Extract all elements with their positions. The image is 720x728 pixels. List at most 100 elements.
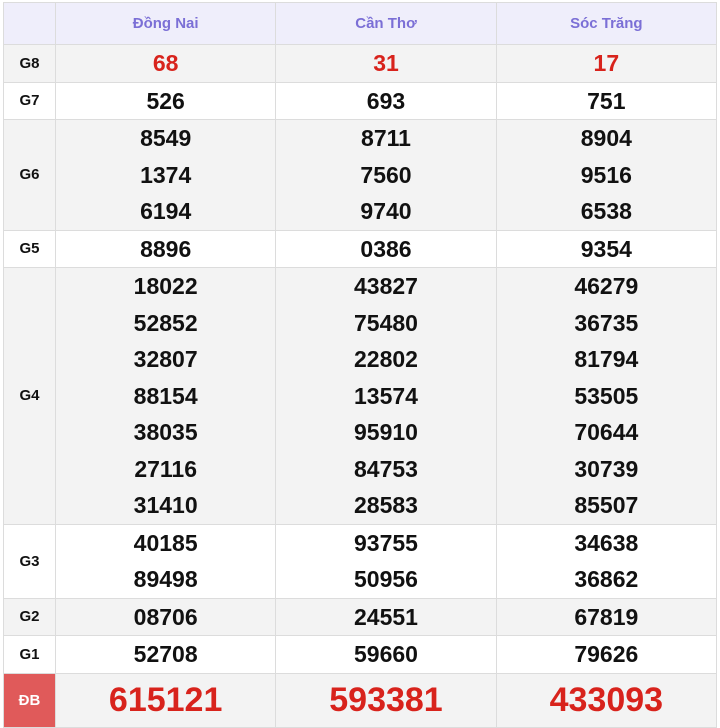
prize-number: 18022 [133,273,198,299]
prize-number: 81794 [574,346,639,372]
prize-number: 31410 [133,492,198,518]
prize-row-g2: G2 08706 24551 67819 [3,597,718,636]
prize-label: G1 [3,635,56,674]
prize-cell: 40185 89498 [54,523,277,599]
prize-number: 32807 [133,346,198,372]
prize-number: 8549 [140,125,192,151]
prize-number: 85507 [574,492,639,518]
prize-cell: 46279 36735 81794 53505 70644 30739 85507 [495,267,718,525]
prize-cell: 8904 9516 6538 [495,119,718,231]
prize-number: 0386 [360,235,412,262]
prize-cell: 59660 [275,635,497,674]
prize-number: 22802 [354,346,418,372]
prize-cell: 8896 [54,229,277,268]
prize-cell: 17 [495,44,718,83]
prize-number: 08706 [133,603,198,630]
header-row: Đồng Nai Cần Thơ Sóc Trăng [3,2,718,45]
prize-number: 59660 [354,641,418,667]
prize-number: 53505 [574,382,639,409]
prize-number: 6538 [580,198,632,224]
prize-label: G3 [3,523,56,599]
prize-cell: 43827 75480 22802 13574 95910 84753 28583 [275,267,497,525]
lottery-results-table: Đồng Nai Cần Thơ Sóc Trăng G8 68 31 17 G7 526 69… [3,2,718,728]
prize-number: 8896 [140,235,192,262]
prize-number: 79626 [574,641,639,667]
prize-number: 50956 [354,566,418,592]
prize-cell: 79626 [495,635,718,674]
prize-cell: 0386 [275,229,497,268]
prize-row-đb: ĐB 615121 593381 433093 [3,672,718,728]
prize-cell: 31 [275,44,497,83]
prize-label: G5 [3,229,56,268]
prize-number: 36862 [574,566,639,592]
prize-cell: 08706 [54,597,277,636]
prize-number: 7560 [360,161,412,188]
prize-row-g7: G7 526 693 751 [3,81,718,120]
prize-number: 67819 [574,603,639,630]
prize-cell: 8711 7560 9740 [275,119,497,231]
province-header[interactable]: Sóc Trăng [495,2,718,45]
prize-number: 8904 [580,125,632,151]
prize-cell: 526 [54,81,277,120]
prize-label: G2 [3,597,56,636]
prize-cell: 24551 [275,597,497,636]
prize-number: 70644 [574,419,639,445]
prize-number: 84753 [354,455,418,482]
prize-cell: 52708 [54,635,277,674]
province-header[interactable]: Đồng Nai [54,2,277,45]
prize-number: 52852 [133,309,198,336]
prize-cell: 67819 [495,597,718,636]
prize-number: 30739 [574,455,639,482]
prize-cell: 9354 [495,229,718,268]
prize-number: 88154 [133,382,198,409]
prize-cell: 8549 1374 6194 [54,119,277,231]
prize-number: 93755 [354,529,418,556]
prize-number: 34638 [574,529,639,556]
prize-number: 9740 [360,198,412,224]
prize-cell: 693 [275,81,497,120]
prize-cell: 18022 52852 32807 88154 38035 27116 31410 [54,267,277,525]
corner-cell [3,2,56,45]
prize-cell: 34638 36862 [495,523,718,599]
prize-number: 693 [366,87,406,114]
prize-label: G7 [3,81,56,120]
prize-number: 95910 [354,419,418,445]
prize-cell: 615121 [54,672,277,728]
prize-row-g5: G5 8896 0386 9354 [3,229,718,268]
prize-number: 38035 [133,419,198,445]
prize-number: 751 [587,87,626,114]
prize-row-g1: G1 52708 59660 79626 [3,635,718,674]
prize-number: 24551 [354,603,418,630]
prize-number: 36735 [574,309,639,336]
prize-number: 17 [593,50,620,76]
prize-number: 8711 [361,125,411,151]
prize-row-g6: G6 8549 1374 6194 8711 7560 9740 8904 9516 6538 [3,119,718,231]
prize-number: 52708 [133,641,198,667]
prize-number: 68 [152,50,179,76]
prize-cell: 751 [495,81,718,120]
province-header[interactable]: Cần Thơ [275,2,497,45]
prize-number: 433093 [549,680,664,719]
prize-cell: 593381 [275,672,497,728]
prize-cell: 68 [54,44,277,83]
prize-number: 6194 [140,198,192,224]
prize-cell: 93755 50956 [275,523,497,599]
prize-number: 593381 [329,680,443,719]
prize-label: G8 [3,44,56,83]
prize-number: 615121 [108,680,223,719]
prize-number: 526 [146,87,185,114]
prize-number: 9516 [580,161,632,188]
prize-number: 27116 [134,455,198,482]
prize-label: G6 [3,119,56,231]
prize-label: G4 [3,267,56,525]
prize-row-g4: G4 18022 52852 32807 88154 38035 27116 31410 438… [3,267,718,525]
prize-row-g8: G8 68 31 17 [3,44,718,83]
prize-row-g3: G3 40185 89498 93755 50956 34638 36862 [3,523,718,599]
prize-number: 40185 [133,529,198,556]
prize-number: 75480 [354,309,418,336]
prize-number: 9354 [580,235,632,262]
prize-number: 43827 [354,273,418,299]
prize-number: 46279 [574,273,639,299]
prize-number: 89498 [133,566,198,592]
prize-number: 31 [373,50,399,76]
